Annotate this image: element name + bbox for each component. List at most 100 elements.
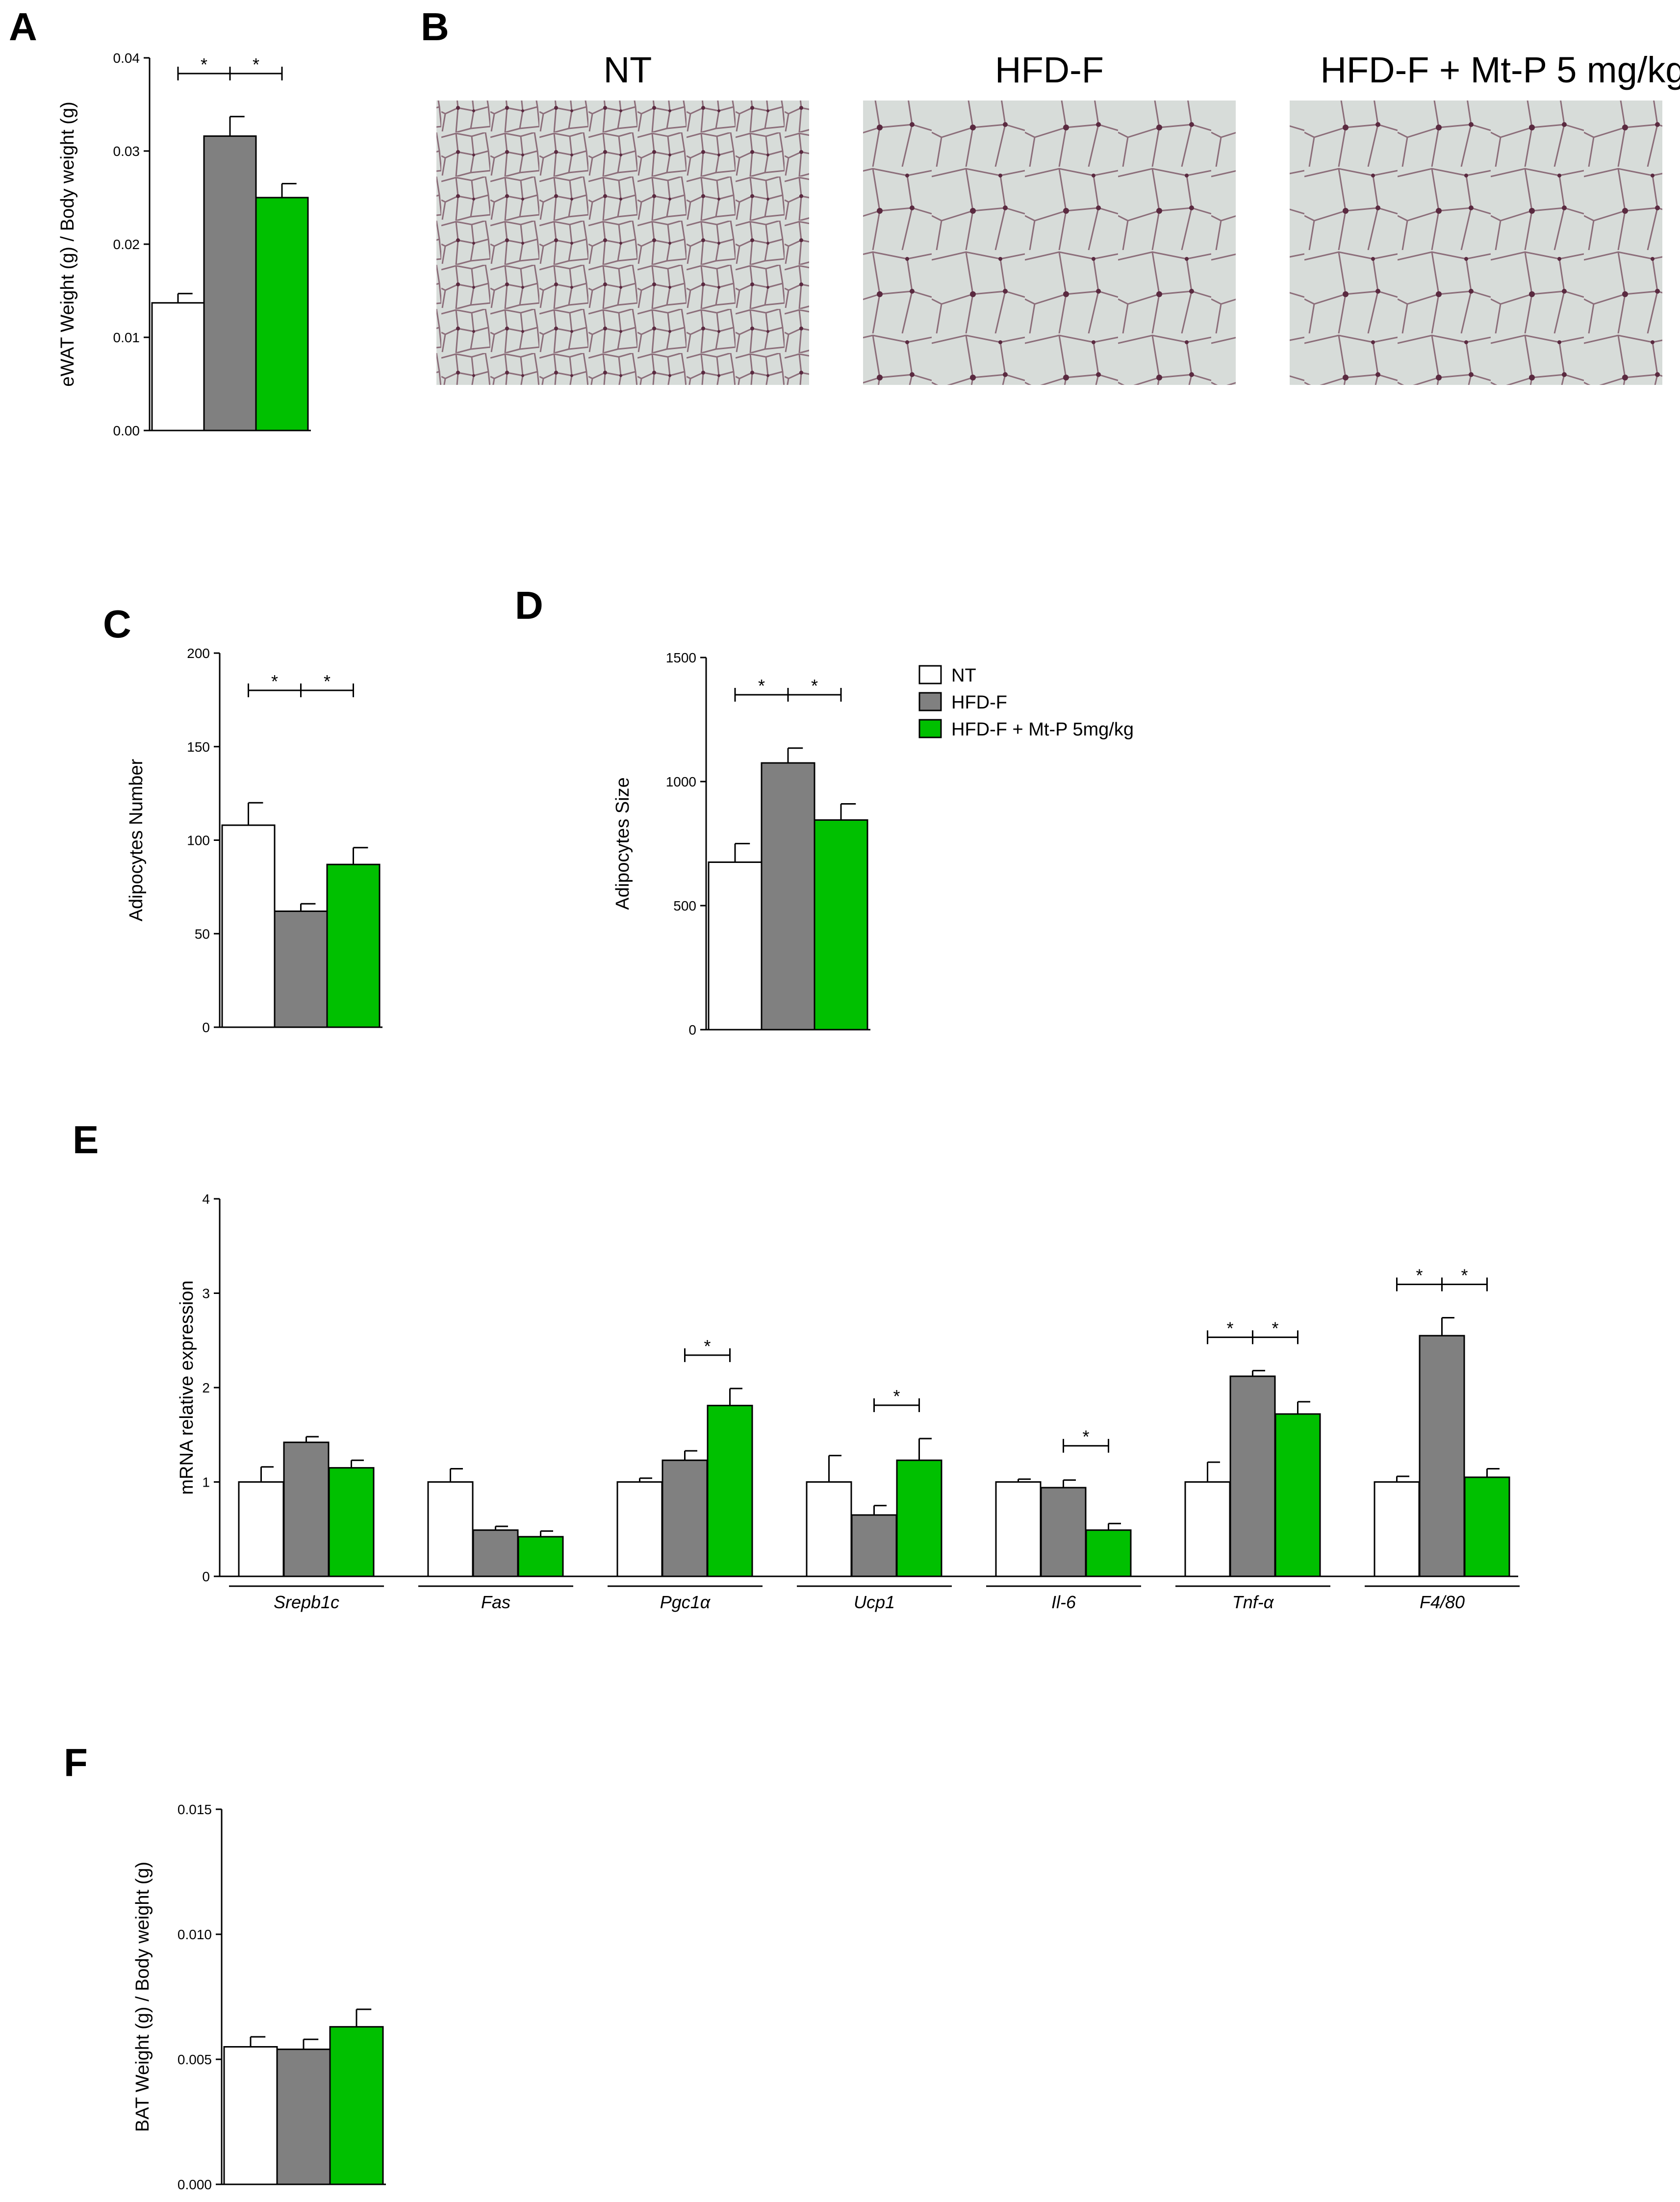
y-tick-label: 100: [187, 833, 210, 848]
panel-letter-e: E: [73, 1118, 99, 1162]
y-axis-title: Adipocytes Size: [612, 777, 633, 910]
bar-nt: [1374, 1481, 1420, 1577]
bar-nt: [223, 2046, 278, 2185]
significance-star: *: [893, 1386, 900, 1406]
panel-letter-f: F: [64, 1741, 88, 1784]
bar-nt: [221, 824, 276, 1028]
panel-letter-c: C: [103, 602, 131, 646]
y-tick-label: 0.015: [178, 1802, 212, 1817]
y-tick-label: 1500: [666, 650, 696, 665]
bar-mtp: [328, 1467, 375, 1577]
bar-mtp: [1464, 1476, 1510, 1577]
bar-mtp: [329, 2026, 384, 2185]
y-tick-label: 3: [202, 1286, 210, 1301]
category-label: F4/80: [1420, 1592, 1465, 1612]
y-tick-label: 200: [187, 646, 210, 661]
y-tick-label: 0.04: [113, 51, 140, 66]
y-tick-label: 1: [202, 1475, 210, 1490]
y-tick-label: 500: [673, 898, 696, 913]
micrograph-image-nt: [436, 101, 809, 385]
micrograph-image-hfd: [863, 101, 1236, 385]
y-tick-label: 0.01: [113, 330, 140, 345]
y-axis-title: mRNA relative expression: [177, 1280, 197, 1494]
legend-swatch-mtp: [918, 719, 942, 738]
bar-mtp: [896, 1459, 942, 1577]
y-tick-label: 1000: [666, 774, 696, 789]
legend-label-mtp: HFD-F + Mt-P 5mg/kg: [951, 719, 1134, 740]
category-label: Fas: [481, 1592, 510, 1612]
bar-hfd: [276, 2049, 331, 2185]
micrograph-title-mtp: HFD-F + Mt-P 5 mg/kg: [1321, 50, 1680, 90]
chart-e: 0 1 2 3 4 mRNA relative expression Srepb1c Fas P…: [177, 1191, 1520, 1612]
panel-letter-a: A: [9, 5, 37, 49]
category-label: Ucp1: [854, 1592, 895, 1612]
bar-mtp: [1274, 1413, 1321, 1577]
category-label: Pgc1α: [660, 1592, 711, 1612]
bar-nt: [238, 1481, 284, 1577]
significance-star: *: [253, 54, 259, 75]
panel-letter-b: B: [421, 5, 449, 49]
significance-star: *: [1416, 1266, 1423, 1286]
y-tick-label: 0.010: [178, 1927, 212, 1942]
bar-mtp: [517, 1536, 564, 1577]
legend-swatch-hfd: [918, 692, 942, 711]
significance-star: *: [1461, 1266, 1468, 1286]
y-tick-label: 0.03: [113, 144, 140, 159]
chart-f: 0.000 0.005 0.010 0.015 BAT Weight (g) / Bod…: [132, 1802, 386, 2192]
bar-mtp: [326, 863, 381, 1028]
category-label: Il-6: [1051, 1592, 1076, 1612]
chart-d: 0 500 1000 1500 Adipocytes Size * *: [612, 650, 870, 1038]
bar-hfd: [662, 1459, 708, 1577]
legend-label-nt: NT: [951, 665, 976, 686]
bar-nt: [427, 1481, 474, 1577]
significance-star: *: [1226, 1318, 1233, 1338]
y-tick-label: 0: [688, 1022, 696, 1038]
bar-hfd: [761, 762, 815, 1031]
bar-hfd: [851, 1514, 897, 1577]
y-tick-label: 0.000: [178, 2177, 212, 2192]
significance-star: *: [271, 671, 278, 691]
bar-nt: [151, 302, 205, 431]
bar-mtp: [1085, 1529, 1132, 1577]
bar-mtp: [814, 819, 868, 1031]
bar-nt: [995, 1481, 1042, 1577]
significance-star: *: [1272, 1318, 1278, 1338]
significance-star: *: [201, 54, 207, 75]
bar-hfd: [1419, 1335, 1465, 1577]
significance-star: *: [704, 1336, 711, 1356]
y-tick-label: 0: [202, 1569, 210, 1584]
y-axis-title: Adipocytes Number: [126, 759, 147, 921]
y-tick-label: 0.00: [113, 423, 140, 438]
legend-swatch-nt: [918, 665, 942, 684]
y-tick-label: 0: [202, 1020, 210, 1035]
significance-star: *: [758, 676, 765, 696]
y-tick-label: 0.02: [113, 237, 140, 252]
significance-star: *: [324, 671, 331, 691]
bar-nt: [1184, 1481, 1231, 1577]
y-tick-label: 2: [202, 1380, 210, 1395]
micrograph-title-hfd: HFD-F: [995, 50, 1104, 90]
category-label: Tnf-α: [1232, 1592, 1274, 1612]
bar-nt: [708, 861, 763, 1031]
significance-star: *: [1082, 1427, 1089, 1447]
significance-star: *: [811, 676, 818, 696]
panel-letter-d: D: [515, 583, 543, 627]
legend-label-hfd: HFD-F: [951, 692, 1007, 713]
y-tick-label: 50: [195, 926, 210, 941]
y-axis-title: BAT Weight (g) / Body weight (g): [132, 1862, 153, 2132]
bar-mtp: [707, 1405, 753, 1577]
bar-nt: [806, 1481, 852, 1577]
bar-nt: [616, 1481, 663, 1577]
bar-hfd: [274, 910, 328, 1028]
bar-hfd: [203, 135, 257, 431]
chart-c: 0 50 100 150 200 Adipocytes Number * *: [126, 646, 382, 1035]
category-label: Srepb1c: [274, 1592, 339, 1612]
bar-mtp: [255, 197, 309, 431]
bar-hfd: [472, 1529, 519, 1577]
bar-hfd: [1229, 1375, 1276, 1577]
y-axis-title: eWAT Weight (g) / Body weight (g): [57, 101, 78, 386]
y-tick-label: 4: [202, 1191, 210, 1207]
y-tick-label: 150: [187, 739, 210, 755]
legend: NT HFD-F HFD-F + Mt-P 5mg/kg: [918, 665, 1134, 740]
bar-hfd: [283, 1442, 330, 1577]
